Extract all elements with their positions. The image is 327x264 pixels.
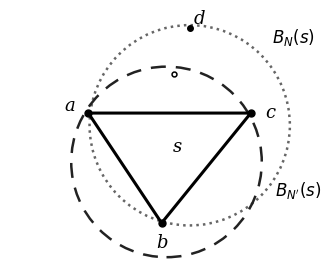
Text: $B_{N'}(s)$: $B_{N'}(s)$ [275, 180, 321, 201]
Text: c: c [265, 104, 275, 122]
Text: s: s [173, 138, 182, 156]
Text: b: b [156, 234, 167, 252]
Text: $B_{N}(s)$: $B_{N}(s)$ [271, 27, 314, 48]
Text: a: a [65, 97, 76, 115]
Text: d: d [194, 10, 205, 28]
